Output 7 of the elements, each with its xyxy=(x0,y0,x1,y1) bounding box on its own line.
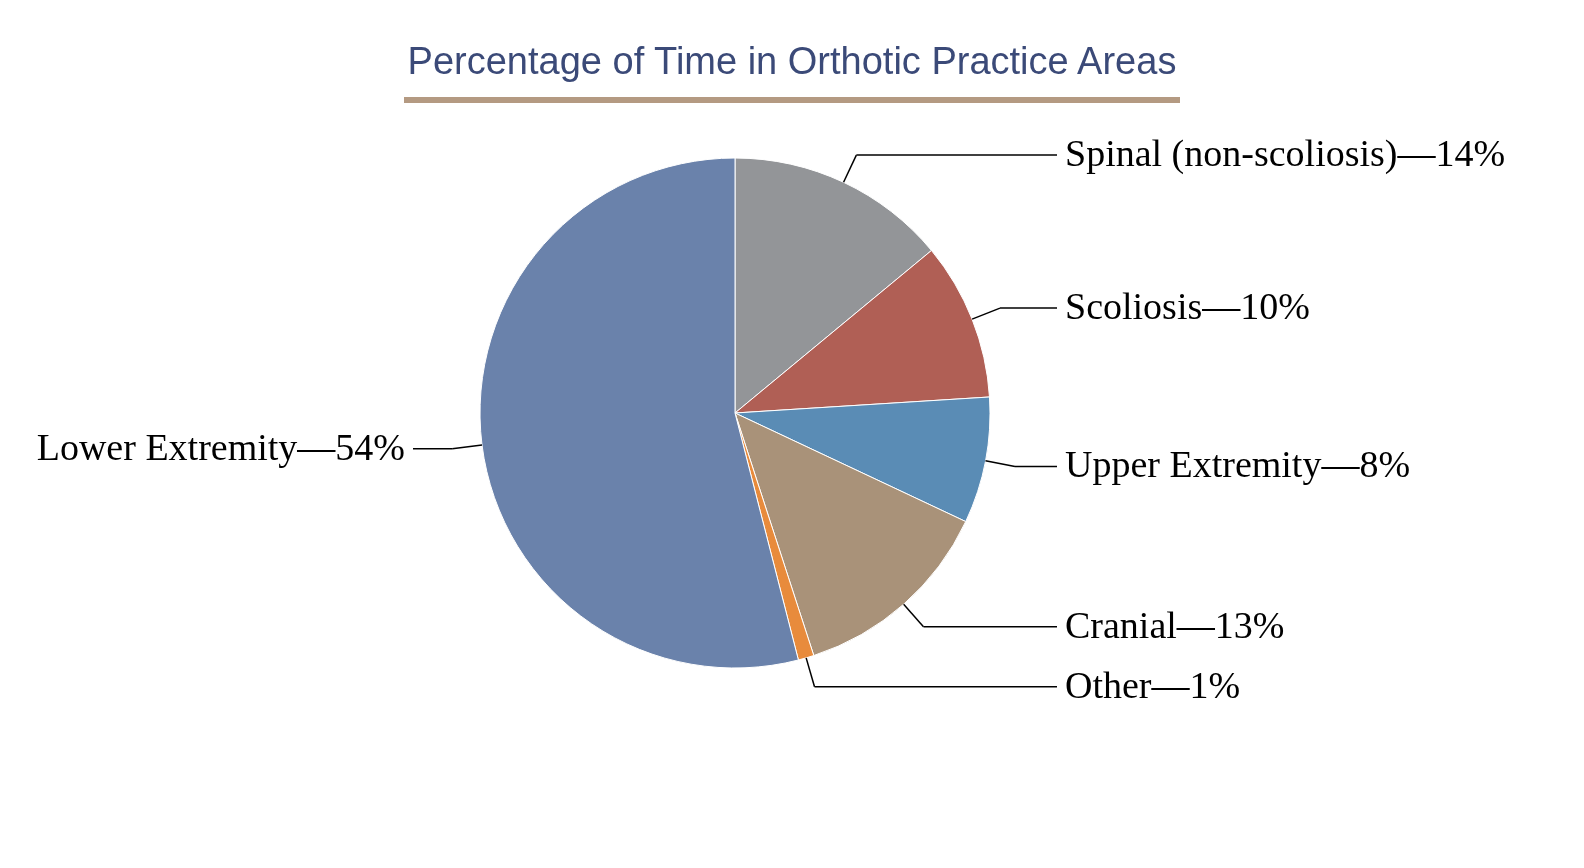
slice-label: Cranial—13% xyxy=(1065,603,1285,646)
slice-label: Scoliosis—10% xyxy=(1065,285,1310,328)
chart-title: Percentage of Time in Orthotic Practice Areas xyxy=(403,40,1181,103)
slice-label: Upper Extremity—8% xyxy=(1065,443,1411,486)
slice-label: Spinal (non-scoliosis)—14% xyxy=(1065,132,1506,176)
slice-label: Other—1% xyxy=(1065,663,1241,706)
slice-label: Lower Extremity—54% xyxy=(36,425,405,468)
